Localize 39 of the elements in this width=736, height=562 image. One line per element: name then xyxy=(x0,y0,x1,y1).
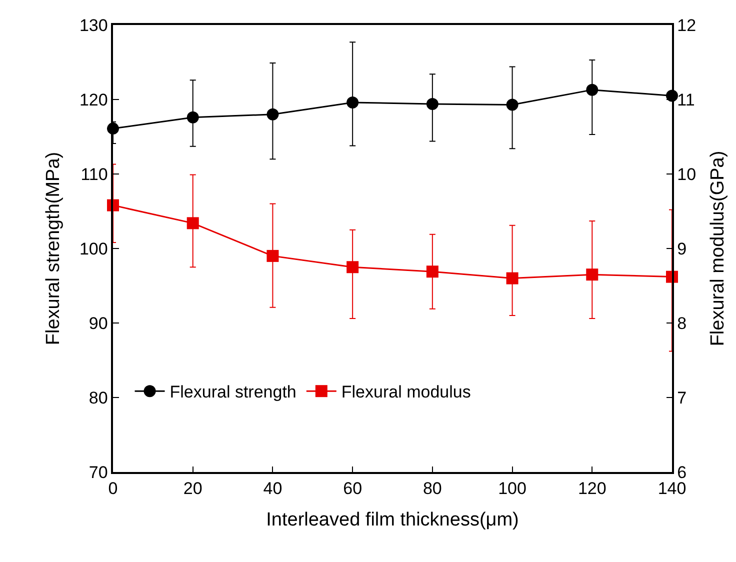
x-axis-title: Interleaved film thickness(μm) xyxy=(266,509,519,530)
y2-axis-title: Flexural modulus(GPa) xyxy=(707,150,728,346)
x-tick-label: 100 xyxy=(498,479,526,498)
legend-label: Flexural strength xyxy=(170,382,296,402)
x-tick-label: 60 xyxy=(343,479,362,498)
legend-label: Flexural modulus xyxy=(341,382,471,402)
y2-tick-label: 12 xyxy=(677,16,696,35)
y-tick-label: 70 xyxy=(88,462,108,482)
x-tick-label: 40 xyxy=(263,479,282,498)
point xyxy=(266,108,279,120)
x-tick-label: 80 xyxy=(422,479,442,498)
y2-tick-label: 7 xyxy=(677,388,687,408)
x-tick-label: 20 xyxy=(183,479,202,498)
y-tick-label: 120 xyxy=(79,90,108,110)
y2-tick-label: 8 xyxy=(677,314,687,333)
point xyxy=(506,98,518,111)
point xyxy=(426,98,438,110)
point xyxy=(586,268,598,281)
y-axis-title: Flexural strength(MPa) xyxy=(42,152,64,346)
x-tick-label: 140 xyxy=(658,479,686,498)
y-tick-label: 130 xyxy=(79,16,108,35)
point xyxy=(186,217,199,230)
point xyxy=(186,111,199,124)
y2-tick-label: 9 xyxy=(677,239,687,258)
y2-tick-label: 11 xyxy=(677,90,695,110)
y-tick-label: 110 xyxy=(80,164,108,184)
y-tick-label: 80 xyxy=(88,388,108,408)
y-tick-label: 100 xyxy=(79,239,108,258)
x-tick-label: 120 xyxy=(578,479,606,498)
point xyxy=(586,84,598,96)
x-tick-label: 0 xyxy=(108,479,118,498)
point xyxy=(346,96,359,108)
y2-tick-label: 6 xyxy=(677,462,687,482)
point xyxy=(506,272,518,284)
point xyxy=(346,261,359,274)
point xyxy=(426,266,438,278)
y2-tick-label: 10 xyxy=(677,164,696,184)
point xyxy=(266,250,279,262)
y-tick-label: 90 xyxy=(88,314,108,333)
